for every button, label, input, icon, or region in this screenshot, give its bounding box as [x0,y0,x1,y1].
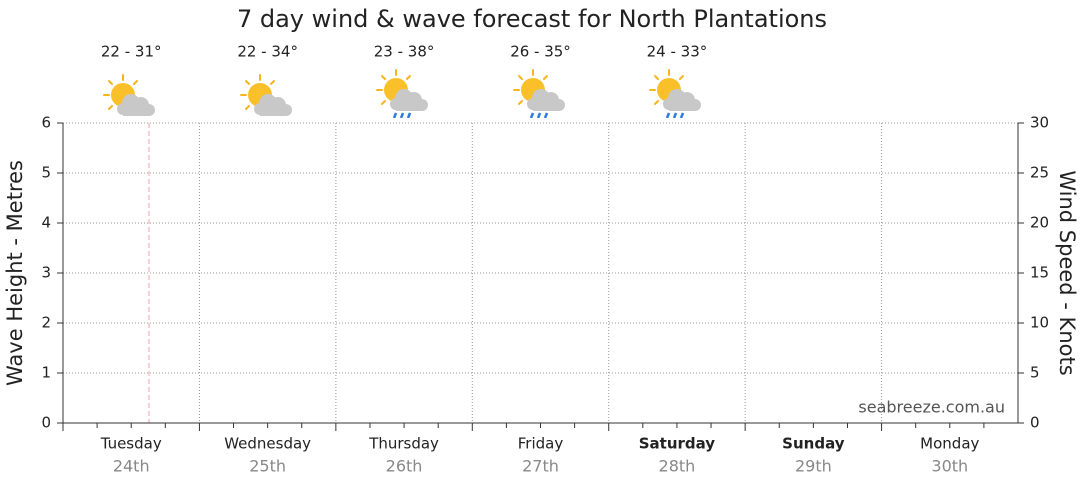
y2-tick-label: 15 [1030,264,1049,282]
x-tick-label: Wednesday [224,435,311,453]
y2-tick-label: 20 [1030,214,1049,232]
date-label: 24th [113,457,150,476]
temperature-label: 24 - 33° [647,43,708,61]
temperature-label: 26 - 35° [510,43,571,61]
date-label: 30th [931,457,968,476]
y2-tick-label: 30 [1030,114,1049,132]
x-tick-label: Thursday [368,435,439,453]
x-tick-label: Friday [518,435,564,453]
date-label: 25th [249,457,286,476]
y-axis-label: Wave Height - Metres [3,160,27,386]
date-label: 27th [522,457,559,476]
y-tick-label: 2 [41,314,51,332]
y2-tick-label: 5 [1030,364,1040,382]
y-tick-label: 4 [41,214,51,232]
date-label: 29th [795,457,832,476]
y2-tick-label: 25 [1030,164,1049,182]
y2-tick-label: 10 [1030,314,1049,332]
weather-icons [103,69,702,118]
y-tick-label: 5 [41,164,51,182]
watermark: seabreeze.com.au [858,398,1005,417]
y-tick-label: 1 [41,364,51,382]
x-tick-label: Sunday [782,435,845,453]
y-tick-label: 3 [41,264,51,282]
temperature-label: 22 - 31° [101,43,162,61]
y2-axis-label: Wind Speed - Knots [1055,170,1079,375]
y-tick-label: 0 [41,414,51,432]
x-tick-label: Tuesday [100,435,162,453]
chart-title: 7 day wind & wave forecast for North Pla… [237,5,827,33]
temperature-label: 23 - 38° [374,43,435,61]
y-tick-label: 6 [41,114,51,132]
x-tick-label: Monday [920,435,979,453]
x-tick-label: Saturday [639,435,716,453]
date-label: 26th [386,457,423,476]
date-label: 28th [659,457,696,476]
y2-tick-label: 0 [1030,414,1040,432]
temperature-label: 22 - 34° [237,43,298,61]
